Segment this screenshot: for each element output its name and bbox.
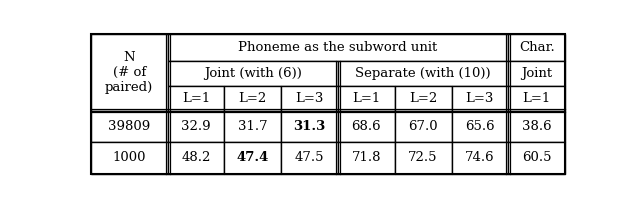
Bar — [91, 34, 565, 174]
Text: 74.6: 74.6 — [465, 151, 495, 164]
Bar — [225, 110, 281, 142]
Bar — [395, 142, 451, 174]
Bar — [338, 142, 395, 174]
Bar — [168, 86, 225, 110]
Text: L=2: L=2 — [239, 92, 267, 105]
Text: Separate (with (10)): Separate (with (10)) — [355, 67, 491, 80]
Text: Char.: Char. — [519, 41, 555, 54]
Text: 67.0: 67.0 — [408, 120, 438, 133]
Text: L=1: L=1 — [352, 92, 380, 105]
Text: 47.4: 47.4 — [237, 151, 269, 164]
Bar — [338, 110, 395, 142]
Bar — [168, 61, 338, 86]
Text: 47.5: 47.5 — [295, 151, 324, 164]
Text: L=2: L=2 — [409, 92, 437, 105]
Text: Joint: Joint — [521, 67, 552, 80]
Bar — [338, 86, 395, 110]
Bar — [508, 110, 565, 142]
Text: N
(# of
paired): N (# of paired) — [105, 50, 154, 94]
Bar — [91, 34, 168, 110]
Text: 72.5: 72.5 — [408, 151, 438, 164]
Bar — [168, 110, 225, 142]
Bar — [508, 61, 565, 86]
Bar — [168, 142, 225, 174]
Text: Joint (with (6)): Joint (with (6)) — [204, 67, 301, 80]
Bar — [91, 142, 168, 174]
Bar — [281, 142, 338, 174]
Text: 1000: 1000 — [113, 151, 146, 164]
Text: 65.6: 65.6 — [465, 120, 495, 133]
Bar — [508, 86, 565, 110]
Text: Phoneme as the subword unit: Phoneme as the subword unit — [238, 41, 438, 54]
Text: L=3: L=3 — [466, 92, 494, 105]
Text: 68.6: 68.6 — [351, 120, 381, 133]
Text: 31.7: 31.7 — [238, 120, 268, 133]
Bar — [168, 34, 508, 61]
Bar — [451, 86, 508, 110]
Bar — [225, 86, 281, 110]
Bar — [508, 34, 565, 61]
Bar — [225, 142, 281, 174]
Bar — [508, 142, 565, 174]
Text: 48.2: 48.2 — [181, 151, 211, 164]
Text: L=3: L=3 — [295, 92, 324, 105]
Bar — [338, 61, 508, 86]
Text: 71.8: 71.8 — [351, 151, 381, 164]
Text: L=1: L=1 — [523, 92, 551, 105]
Bar — [281, 110, 338, 142]
Bar — [91, 110, 168, 142]
Text: 32.9: 32.9 — [181, 120, 211, 133]
Text: 60.5: 60.5 — [522, 151, 552, 164]
Bar — [395, 110, 451, 142]
Text: 39809: 39809 — [108, 120, 150, 133]
Bar — [281, 86, 338, 110]
Bar — [451, 110, 508, 142]
Text: 31.3: 31.3 — [293, 120, 326, 133]
Bar — [451, 142, 508, 174]
Text: L=1: L=1 — [182, 92, 210, 105]
Bar — [395, 86, 451, 110]
Text: 38.6: 38.6 — [522, 120, 552, 133]
